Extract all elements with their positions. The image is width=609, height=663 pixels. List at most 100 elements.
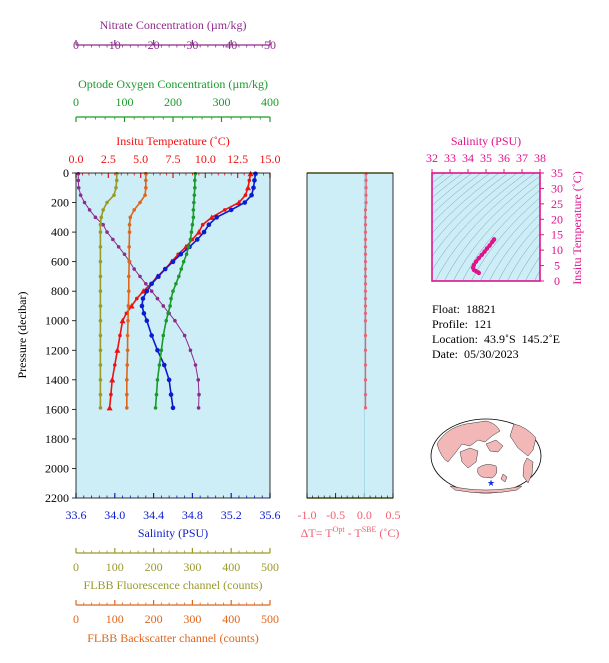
- nitrate-tick-label: 20: [148, 38, 160, 52]
- salinity-point: [249, 192, 254, 198]
- salinity-tick-label: 33.6: [66, 508, 87, 522]
- temperature-point: [247, 170, 254, 177]
- nitrate-point: [196, 406, 201, 410]
- salinity-point: [156, 274, 161, 279]
- map-land: [436, 420, 537, 494]
- backscatter-point: [125, 406, 129, 410]
- float-info: Float: 18821 Profile: 121 Location: 43.9…: [432, 302, 560, 362]
- oxygen-tick-label: 200: [164, 95, 182, 109]
- ts-x-axis-title: Salinity (PSU): [451, 134, 521, 148]
- delta-t-point: [363, 208, 368, 212]
- oxygen-tick-label: 0: [73, 95, 79, 109]
- backscatter-point: [144, 178, 148, 183]
- temperature-point: [140, 288, 147, 294]
- delta-t-point: [364, 178, 368, 182]
- ts-x-tick-label: 35: [480, 151, 492, 165]
- delta-t-point: [363, 274, 368, 279]
- backscatter-tick-label: 300: [183, 612, 201, 626]
- temperature-point: [243, 193, 248, 197]
- salinity-point: [201, 229, 207, 235]
- fluorescence-tick-label: 200: [145, 560, 163, 574]
- temperature-point: [195, 229, 202, 235]
- fluorescence-point: [98, 230, 103, 234]
- salinity-point: [161, 362, 167, 368]
- ts-x-tick-label: 32: [426, 151, 438, 165]
- fluorescence-point: [98, 378, 103, 382]
- backscatter-tick-label: 500: [261, 612, 279, 626]
- nitrate-point: [173, 318, 177, 323]
- ts-point: [479, 252, 485, 257]
- pressure-tick-label: 600: [51, 255, 69, 269]
- salinity-point: [178, 251, 184, 257]
- fluorescence-point: [98, 274, 103, 279]
- backscatter-point: [127, 222, 132, 227]
- oxygen-point: [192, 200, 196, 205]
- density-contour: [580, 168, 609, 300]
- temperature-tick-label: 5.0: [133, 152, 148, 166]
- density-contour: [480, 205, 540, 281]
- ts-point: [473, 259, 479, 264]
- delta-t-point: [363, 406, 368, 410]
- delta-t-plot-frame: [306, 172, 394, 499]
- nitrate-point: [76, 178, 81, 183]
- temperature-point: [245, 184, 252, 191]
- salinity-tick-label: 34.0: [104, 508, 125, 522]
- delta-t-tick-label: 0.5: [386, 508, 401, 522]
- oxygen-point: [193, 185, 197, 190]
- temperature-tick-label: 15.0: [260, 152, 281, 166]
- salinity-point: [194, 237, 200, 242]
- nitrate-point: [132, 267, 136, 271]
- nitrate-point: [144, 281, 148, 286]
- fluorescence-point: [98, 363, 103, 367]
- ts-x-tick-label: 38: [534, 151, 546, 165]
- oxygen-point: [188, 237, 193, 242]
- oxygen-point: [181, 259, 186, 264]
- ts-x-tick-label: 33: [444, 151, 456, 165]
- pressure-tick-label: 1800: [45, 432, 69, 446]
- pressure-tick-label: 1600: [45, 402, 69, 416]
- density-contour: [432, 173, 455, 191]
- nitrate-tick-label: 0: [73, 38, 79, 52]
- salinity-point: [251, 185, 256, 191]
- delta-t-point: [363, 296, 368, 301]
- fluorescence-tick-label: 500: [261, 560, 279, 574]
- fluorescence-point: [105, 200, 109, 205]
- ts-point: [476, 270, 481, 276]
- delta-t-point: [363, 245, 368, 249]
- temperature-point: [106, 404, 113, 411]
- main-axes: 0200400600800100012001400160018002000220…: [15, 18, 281, 645]
- temperature-point: [247, 178, 252, 183]
- oxygen-tick-label: 100: [116, 95, 134, 109]
- oxygen-point: [190, 222, 195, 227]
- oxygen-point: [159, 348, 164, 353]
- float-location: Location: 43.9˚S 145.2˚E: [432, 332, 560, 346]
- pressure-tick-label: 400: [51, 225, 69, 239]
- temperature-point: [222, 208, 227, 212]
- temperature-point: [134, 296, 139, 301]
- nitrate-point: [76, 185, 81, 190]
- fluorescence-point: [98, 392, 103, 397]
- backscatter-point: [125, 392, 129, 397]
- fluorescence-point: [98, 406, 103, 410]
- salinity-point: [144, 288, 150, 294]
- ts-point: [482, 249, 487, 254]
- oxygen-point: [184, 252, 189, 257]
- density-contour: [462, 189, 540, 281]
- oxygen-point: [174, 281, 178, 286]
- salinity-point: [206, 222, 212, 228]
- temperature-point: [235, 199, 242, 206]
- nitrate-point: [116, 245, 121, 249]
- fluorescence-point: [98, 245, 103, 249]
- backscatter-point: [127, 230, 132, 234]
- delta-t-tick-label: 0.0: [357, 508, 372, 522]
- backscatter-axis-title: FLBB Backscatter channel (counts): [87, 631, 259, 645]
- delta-t-point: [363, 230, 368, 234]
- fluorescence-point: [98, 304, 103, 308]
- nitrate-point: [122, 252, 127, 257]
- fluorescence-tick-label: 400: [222, 560, 240, 574]
- backscatter-point: [126, 304, 131, 308]
- pressure-tick-label: 2200: [45, 491, 69, 505]
- salinity-point: [168, 392, 174, 397]
- ts-y-tick-label: 20: [551, 212, 563, 226]
